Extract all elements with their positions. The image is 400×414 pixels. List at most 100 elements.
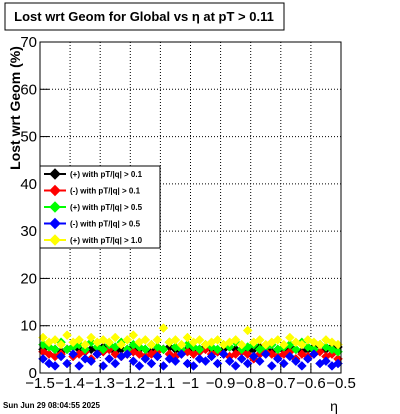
point	[98, 344, 109, 355]
point	[86, 356, 97, 367]
x-tick-label: −0.9	[206, 375, 236, 392]
point	[80, 339, 91, 350]
point	[104, 337, 115, 348]
legend-marker	[49, 184, 61, 197]
legend-marker	[49, 234, 61, 246]
y-tick-label: 0	[29, 365, 37, 382]
point	[297, 339, 307, 350]
point	[146, 358, 157, 369]
point	[194, 344, 205, 355]
point	[176, 349, 187, 359]
point	[116, 339, 127, 350]
point	[309, 349, 319, 359]
point	[266, 361, 277, 371]
y-tick-label: 60	[20, 81, 37, 98]
point	[272, 335, 283, 345]
point	[248, 351, 259, 362]
point	[122, 335, 133, 345]
x-tick-label: −0.5	[326, 375, 356, 392]
point	[290, 356, 301, 367]
x-tick-label: −1.5	[25, 375, 55, 392]
point	[290, 344, 301, 355]
x-axis-label: η	[330, 398, 338, 414]
chart-title: Lost wrt Geom for Global vs η at pT > 0.…	[14, 9, 274, 24]
y-tick-label: 40	[20, 176, 37, 193]
point	[315, 339, 325, 350]
point	[176, 339, 187, 350]
x-tick-label: −0.8	[236, 375, 266, 392]
point	[56, 351, 66, 362]
point	[212, 358, 223, 369]
point	[212, 335, 223, 345]
point	[86, 332, 97, 343]
point	[254, 335, 265, 345]
point	[278, 339, 289, 350]
point	[62, 358, 72, 369]
point	[236, 353, 247, 364]
point	[297, 349, 307, 359]
y-tick-label: 50	[20, 129, 37, 146]
point	[128, 356, 139, 367]
legend-label: (-) with pT/|q| > 0.5	[70, 220, 141, 229]
point	[110, 349, 121, 359]
x-tick-label: −1.2	[115, 375, 145, 392]
point	[134, 349, 145, 359]
point	[50, 361, 60, 371]
point	[254, 356, 265, 367]
point	[44, 349, 54, 359]
x-tick-label: −1	[182, 375, 199, 392]
x-tick-label: −0.7	[266, 375, 296, 392]
point	[110, 332, 121, 343]
title-box	[4, 2, 285, 31]
point	[230, 361, 241, 371]
point	[242, 325, 253, 336]
point	[200, 356, 211, 367]
point	[44, 358, 54, 369]
legend-label: (+) with pT/|q| > 0.5	[70, 203, 143, 212]
point	[74, 361, 84, 371]
point	[50, 335, 60, 345]
legend-label: (+) with pT/|q| > 0.1	[70, 170, 143, 179]
y-axis-label: Lost wrt Geom (%)	[7, 46, 23, 170]
point	[170, 335, 181, 345]
point	[242, 358, 253, 369]
point	[140, 335, 151, 345]
point	[284, 351, 295, 362]
y-tick-label: 30	[20, 223, 37, 240]
point	[242, 349, 253, 359]
point	[158, 323, 169, 333]
point	[297, 361, 307, 371]
y-tick-label: 70	[20, 34, 37, 51]
point	[212, 344, 223, 355]
point	[152, 335, 163, 345]
legend-marker	[49, 168, 61, 180]
point	[206, 351, 217, 362]
point	[218, 349, 229, 359]
x-tick-label: −1.4	[55, 375, 85, 392]
y-tick-label: 10	[20, 318, 37, 335]
point	[128, 330, 139, 341]
legend-marker	[49, 217, 61, 230]
point	[272, 353, 283, 364]
point	[62, 330, 72, 341]
point	[303, 353, 313, 364]
point	[194, 335, 205, 345]
point	[104, 353, 115, 364]
point	[224, 356, 235, 367]
point	[140, 344, 151, 355]
point	[146, 339, 157, 350]
point	[50, 344, 60, 355]
point	[158, 344, 169, 355]
timestamp: Sun Jun 29 08:04:55 2025	[3, 401, 100, 410]
point	[110, 358, 121, 369]
point	[284, 332, 295, 343]
legend-marker	[49, 201, 61, 213]
point	[278, 358, 289, 369]
x-tick-label: −1.1	[146, 375, 176, 392]
point	[236, 339, 247, 350]
point	[68, 349, 78, 359]
legend-label: (-) with pT/|q| > 0.1	[70, 187, 141, 196]
point	[134, 361, 145, 371]
point	[122, 349, 133, 359]
